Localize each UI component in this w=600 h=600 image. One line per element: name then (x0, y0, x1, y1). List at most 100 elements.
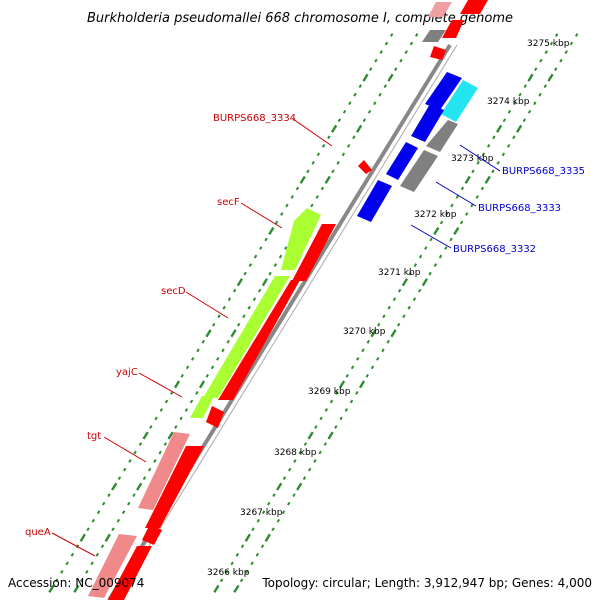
tick-mark (321, 143, 326, 148)
tick-mark (480, 186, 485, 191)
gene-burps668-3332[interactable] (357, 180, 392, 222)
tick-mark (235, 552, 240, 557)
tick-mark (349, 399, 354, 404)
label-burps668-3334[interactable]: BURPS668_3334 (213, 113, 333, 147)
tick-mark (257, 288, 262, 293)
scale-label-3273: 3273 kbp (451, 154, 494, 164)
gene-burps668-3335[interactable] (386, 142, 418, 180)
tick-mark (267, 501, 271, 506)
label-yajC[interactable]: yajC (116, 367, 183, 398)
label-burps668-3332[interactable]: BURPS668_3332 (410, 224, 536, 255)
tick-mark (221, 348, 225, 353)
tick-mark (239, 578, 244, 583)
label-secF-text: secF (217, 197, 240, 208)
tick-mark (501, 152, 506, 157)
tick-mark (336, 160, 340, 165)
tick-mark (421, 278, 429, 287)
tick-mark (243, 271, 247, 276)
label-tgt[interactable]: tgt (87, 431, 147, 463)
label-burps668-3335[interactable]: BURPS668_3335 (459, 144, 585, 177)
tick-mark (384, 41, 389, 46)
tick-mark (230, 561, 234, 566)
tick-mark (539, 58, 543, 63)
gene-top-pink-partial[interactable] (428, 2, 452, 17)
gene-burps668-3333[interactable] (400, 150, 438, 192)
gene-top-grey[interactable] (422, 30, 446, 42)
tick-mark (513, 101, 517, 106)
label-burps668-3333[interactable]: BURPS668_3333 (435, 181, 561, 214)
tick-mark (417, 288, 422, 293)
tick-mark (554, 33, 559, 37)
tick-mark (370, 365, 375, 370)
tick-mark (282, 476, 287, 481)
scale-label-3275: 3275 kbp (527, 39, 570, 49)
tick-mark (303, 442, 308, 446)
label-secD[interactable]: secD (161, 286, 229, 319)
tick-mark (418, 254, 423, 259)
tick-mark (338, 380, 346, 389)
gene-secF-red[interactable] (292, 224, 336, 281)
tick-mark (428, 271, 432, 276)
tick-mark (515, 124, 523, 133)
tick-mark (449, 237, 453, 242)
tick-mark (159, 408, 164, 412)
gene-grey-2[interactable] (426, 120, 458, 152)
gene-burps668-3334[interactable] (358, 160, 372, 174)
tick-mark (399, 58, 403, 63)
tick-mark (376, 356, 380, 361)
gene-tgt[interactable] (138, 432, 204, 528)
tick-mark (387, 305, 391, 310)
tick-mark (293, 459, 297, 463)
tick-mark (409, 41, 414, 46)
tick-mark (48, 584, 55, 593)
tick-mark (280, 212, 284, 216)
tick-mark (320, 186, 325, 191)
tick-mark (366, 339, 370, 344)
gene-blue-2[interactable] (411, 104, 444, 142)
tick-mark (523, 84, 527, 89)
tick-mark (273, 263, 278, 268)
tick-mark (365, 373, 369, 378)
tick-mark (450, 203, 454, 208)
tick-mark (158, 450, 162, 455)
tick-mark (79, 533, 86, 542)
label-burps668-3335-text: BURPS668_3335 (502, 166, 585, 177)
gene-secD[interactable] (203, 276, 290, 398)
gene-small-red-top[interactable] (430, 46, 446, 60)
tick-mark (358, 84, 362, 89)
tick-mark (356, 356, 360, 361)
tick-mark (476, 160, 480, 165)
tick-mark (136, 482, 143, 491)
scale-label-3266: 3266 kbp (207, 568, 250, 578)
label-queA[interactable]: queA (25, 527, 96, 557)
tick-mark (142, 431, 149, 440)
tick-mark (179, 416, 183, 421)
gene-secF[interactable] (281, 208, 321, 270)
tick-mark (481, 152, 486, 157)
tick-mark (210, 365, 215, 370)
gene-secD-red[interactable] (218, 280, 300, 400)
tick-mark (127, 501, 131, 506)
tick-mark (232, 288, 237, 293)
reverse-strand-genes (357, 30, 478, 222)
tick-mark (439, 220, 444, 225)
tick-mark (205, 329, 212, 338)
tick-mark (250, 561, 254, 566)
tick-mark (299, 175, 306, 184)
gene-blue-top[interactable] (425, 72, 462, 110)
tick-mark (261, 510, 266, 515)
gene-yajC[interactable] (190, 396, 224, 428)
scale-label-3267: 3267 kbp (240, 508, 283, 518)
label-secF[interactable]: secF (217, 197, 283, 229)
tick-mark (198, 380, 206, 389)
tick-mark (344, 408, 349, 412)
tick-mark (251, 527, 255, 532)
tick-mark (107, 493, 111, 498)
gene-top-red-partial[interactable] (442, 0, 488, 38)
tick-mark (288, 467, 292, 472)
tick-mark (387, 73, 394, 82)
tick-mark (298, 450, 302, 455)
gene-cyan[interactable] (441, 80, 478, 122)
label-queA-text: queA (25, 527, 51, 538)
gene-queA[interactable] (88, 524, 162, 600)
